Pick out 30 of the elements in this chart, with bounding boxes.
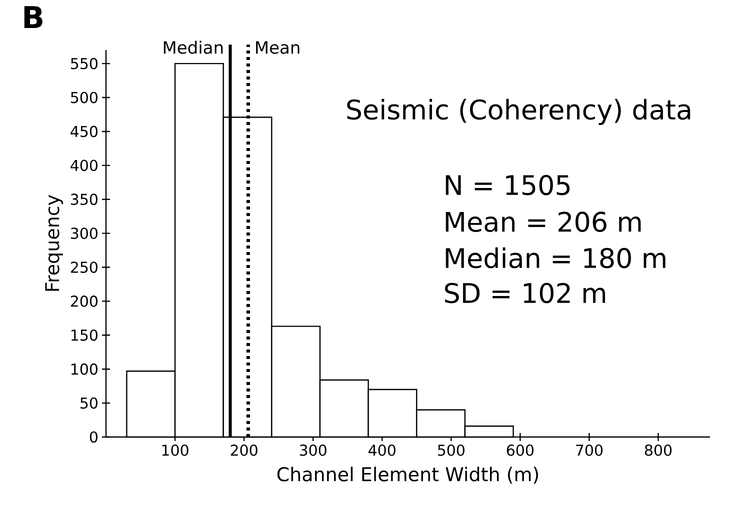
annotation: Median = 180 m <box>446 247 666 268</box>
y-tick-label: 50 <box>80 397 98 409</box>
annotation: Mean = 206 m <box>446 212 641 232</box>
x-tick-label: 100 <box>162 444 188 456</box>
x-tick-label: 300 <box>300 444 326 456</box>
x-tick-label: 200 <box>230 444 258 456</box>
ref-line-label: Median <box>164 40 223 54</box>
y-tick-label: 150 <box>71 329 98 341</box>
x-tick-label: 400 <box>368 444 396 456</box>
y-axis-title: Frequency <box>45 194 64 291</box>
x-axis-title: Channel Element Width (m) <box>277 466 538 484</box>
y-tick-label: 500 <box>71 92 98 104</box>
text: B <box>24 6 42 28</box>
y-tick-label: 0 <box>90 431 98 443</box>
x-tick-label: 800 <box>644 444 672 456</box>
y-tick-label: 200 <box>70 296 98 307</box>
ref-line-label: Mean <box>256 41 300 54</box>
x-tick-label: 600 <box>506 444 534 456</box>
y-tick-label: 100 <box>71 363 98 375</box>
y-tick-label: 250 <box>70 262 98 273</box>
y-tick-label: 400 <box>70 160 98 172</box>
y-tick-label: 550 <box>71 58 98 70</box>
y-tick-label: 450 <box>70 126 98 138</box>
annotation: SD = 102 m <box>445 282 606 304</box>
x-tick-label: 500 <box>438 444 464 456</box>
annotation: Seismic (Coherency) data <box>347 98 690 125</box>
annotation: N = 1505 <box>446 174 570 196</box>
x-tick-label: 700 <box>576 444 603 456</box>
y-tick-label: 350 <box>70 194 98 206</box>
y-tick-label: 300 <box>70 228 98 239</box>
